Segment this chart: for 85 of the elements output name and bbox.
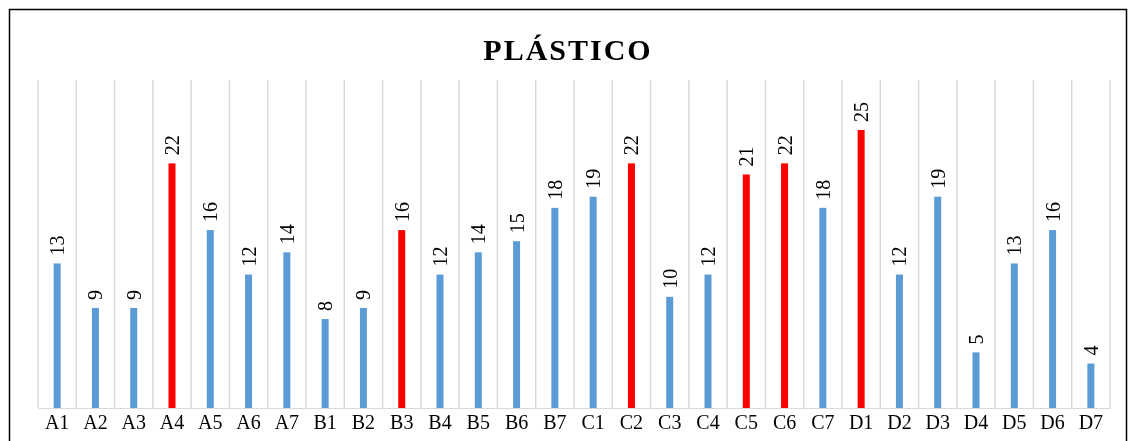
bar — [436, 274, 444, 408]
data-label: 13 — [1003, 235, 1026, 256]
data-label: 22 — [773, 135, 796, 156]
x-tick-label: B5 — [466, 411, 490, 433]
x-tick-label: A7 — [274, 411, 300, 433]
bar — [972, 352, 980, 408]
x-tick-label: C4 — [696, 411, 720, 433]
bar — [168, 163, 176, 408]
x-tick-label: B7 — [543, 411, 567, 433]
data-label: 12 — [237, 246, 260, 267]
x-tick-label: A5 — [198, 411, 223, 433]
x-tick-label: A2 — [83, 411, 108, 433]
bar — [513, 241, 521, 408]
bar — [245, 274, 253, 408]
bar — [589, 196, 597, 408]
x-tick-label: D2 — [887, 411, 912, 433]
x-tick-label: D4 — [963, 411, 989, 433]
bar — [781, 163, 789, 408]
x-tick-label: D7 — [1078, 411, 1104, 433]
data-label: 18 — [811, 179, 834, 200]
data-label: 9 — [352, 289, 375, 300]
x-tick-label: C6 — [772, 411, 797, 433]
data-label: 25 — [850, 102, 873, 122]
data-label: 14 — [467, 224, 490, 245]
data-label: 21 — [735, 146, 758, 167]
data-label: 12 — [429, 246, 451, 267]
x-tick-label: B2 — [351, 411, 376, 433]
data-label: 19 — [926, 168, 949, 189]
bar — [474, 252, 482, 408]
bar — [895, 274, 903, 408]
x-tick-label: B3 — [390, 411, 414, 433]
bar — [206, 230, 214, 408]
data-label: 13 — [46, 235, 69, 256]
x-tick-label: B6 — [504, 411, 529, 433]
data-label: 22 — [161, 135, 183, 156]
x-tick-label: C2 — [619, 411, 644, 433]
x-tick-label: D1 — [848, 411, 874, 433]
data-label: 4 — [1079, 345, 1102, 356]
x-tick-label: A4 — [159, 411, 185, 433]
data-label: 16 — [390, 202, 413, 223]
bar — [283, 252, 291, 408]
bar — [551, 207, 559, 408]
data-label: 18 — [543, 179, 566, 200]
chart-title: PLÁSTICO — [483, 33, 653, 66]
x-tick-label: A3 — [121, 411, 146, 433]
x-tick-label: C1 — [581, 411, 605, 433]
data-label: 16 — [199, 202, 222, 223]
bar — [359, 307, 367, 408]
x-tick-label: B1 — [313, 411, 337, 433]
bar — [627, 163, 635, 408]
data-label: 22 — [620, 135, 643, 156]
bar — [704, 274, 712, 408]
data-label: 15 — [505, 213, 528, 234]
data-label: 14 — [275, 224, 298, 245]
x-tick-label: C7 — [811, 411, 835, 433]
x-tick-label: A6 — [236, 411, 261, 433]
x-tick-label: C5 — [734, 411, 758, 433]
x-tick-label: D3 — [925, 411, 950, 433]
bar — [857, 130, 865, 408]
x-tick-label: D6 — [1040, 411, 1065, 433]
data-label: 9 — [122, 289, 145, 300]
data-label: 8 — [314, 301, 337, 312]
bar — [666, 296, 674, 408]
bar — [1087, 363, 1095, 408]
bar — [934, 196, 942, 408]
bar — [1049, 230, 1057, 408]
bar — [742, 174, 750, 408]
data-label: 19 — [582, 168, 605, 189]
bar — [91, 307, 99, 408]
bar — [1010, 263, 1018, 408]
x-tick-label: C3 — [658, 411, 682, 433]
x-tick-label: A1 — [44, 411, 70, 433]
bar — [130, 307, 138, 408]
data-label: 16 — [1041, 202, 1064, 223]
x-tick-label: D5 — [1002, 411, 1027, 433]
bar — [53, 263, 61, 408]
bar — [398, 230, 406, 408]
data-label: 9 — [84, 289, 107, 300]
data-label: 12 — [697, 246, 719, 267]
data-label: 10 — [658, 268, 681, 289]
x-tick-label: B4 — [428, 411, 452, 433]
bar — [819, 207, 827, 408]
data-label: 12 — [888, 246, 911, 267]
bar — [321, 319, 329, 408]
data-label: 5 — [965, 334, 987, 345]
